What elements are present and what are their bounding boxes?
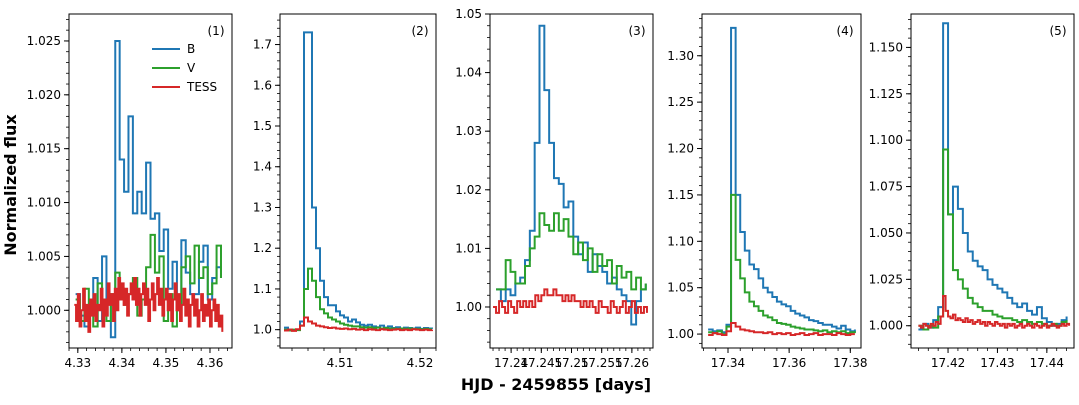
y-tick-label: 1.4 bbox=[253, 160, 272, 174]
panel-2: 1.0 1.1 1.2 1.3 1.4 1.5 1.6 1.7 4.51 4.52 (2) bbox=[253, 13, 437, 370]
y-tick-label: 1.050 bbox=[869, 226, 903, 240]
x-tick-label: 17.36 bbox=[772, 356, 806, 370]
panel-tag: (4) bbox=[837, 24, 854, 38]
y-tick-label: 1.100 bbox=[869, 133, 903, 147]
y-tick-label: 1.2 bbox=[253, 241, 272, 255]
x-tick-label: 17.255 bbox=[581, 356, 623, 370]
y-tick-label: 1.005 bbox=[27, 249, 61, 263]
y-axis-title: Normalized flux bbox=[1, 114, 20, 256]
x-tick-label: 17.42 bbox=[931, 356, 965, 370]
series-line-v-panel-5 bbox=[918, 148, 1068, 331]
y-tick-label: 1.05 bbox=[455, 7, 482, 21]
series-line-tess-panel-1 bbox=[74, 276, 224, 333]
panel-tag: (1) bbox=[208, 24, 225, 38]
y-tick-label: 1.000 bbox=[27, 303, 61, 317]
panel-tag: (5) bbox=[1050, 24, 1067, 38]
y-tick-label: 1.30 bbox=[667, 49, 694, 63]
y-tick-label: 1.00 bbox=[455, 300, 482, 314]
panel-frame-2 bbox=[279, 13, 437, 349]
series-line-tess-panel-2 bbox=[284, 316, 433, 332]
y-tick-label: 1.00 bbox=[667, 327, 694, 341]
x-tick-label: 17.245 bbox=[520, 356, 562, 370]
y-tick-label: 1.5 bbox=[253, 119, 272, 133]
panel-1: 1.000 1.005 1.010 1.015 1.020 1.025 4.33 4.34 4.… bbox=[27, 13, 233, 370]
x-tick-label: 17.38 bbox=[833, 356, 867, 370]
y-tick-label: 1.15 bbox=[667, 188, 694, 202]
x-tick-label: 17.26 bbox=[615, 356, 649, 370]
y-tick-label: 1.150 bbox=[869, 40, 903, 54]
y-tick-label: 1.0 bbox=[253, 323, 272, 337]
y-tick-label: 1.04 bbox=[455, 66, 482, 80]
series-line-b-panel-2 bbox=[284, 31, 433, 332]
y-tick-label: 1.20 bbox=[667, 142, 694, 156]
y-tick-label: 1.05 bbox=[667, 281, 694, 295]
panel-5: 1.000 1.025 1.050 1.075 1.100 1.125 1.150 17.42… bbox=[869, 13, 1075, 370]
series-line-tess-panel-3 bbox=[493, 288, 648, 314]
y-tick-label: 1.025 bbox=[869, 272, 903, 286]
y-tick-label: 1.02 bbox=[455, 183, 482, 197]
x-tick-label: 17.34 bbox=[711, 356, 745, 370]
y-tick-label: 1.010 bbox=[27, 196, 61, 210]
y-tick-label: 1.01 bbox=[455, 241, 482, 255]
series-line-v-panel-2 bbox=[284, 267, 432, 332]
panel-frame-4 bbox=[701, 13, 862, 349]
legend-label-tess: TESS bbox=[186, 80, 217, 94]
y-tick-label: 1.020 bbox=[27, 88, 61, 102]
series-line-tess-panel-4 bbox=[708, 321, 855, 337]
panel-tag: (2) bbox=[412, 24, 429, 38]
legend-label-b: B bbox=[187, 42, 195, 56]
panel-frame-5 bbox=[910, 13, 1075, 349]
y-tick-label: 1.000 bbox=[869, 319, 903, 333]
y-tick-label: 1.025 bbox=[27, 34, 61, 48]
y-tick-label: 1.3 bbox=[253, 200, 272, 214]
x-tick-label: 4.35 bbox=[153, 356, 180, 370]
x-tick-label: 4.51 bbox=[327, 356, 354, 370]
y-tick-label: 1.10 bbox=[667, 234, 694, 248]
y-tick-label: 1.015 bbox=[27, 142, 61, 156]
x-tick-label: 4.34 bbox=[109, 356, 136, 370]
series-line-b-panel-1 bbox=[75, 39, 222, 339]
legend: BV TESS bbox=[152, 42, 217, 94]
y-tick-label: 1.25 bbox=[667, 95, 694, 109]
x-tick-label: 17.43 bbox=[980, 356, 1014, 370]
y-tick-label: 1.6 bbox=[253, 78, 272, 92]
series-line-b-panel-5 bbox=[918, 22, 1068, 331]
series-line-v-panel-1 bbox=[75, 233, 222, 328]
series-line-v-panel-3 bbox=[496, 212, 647, 291]
panel-4: 1.00 1.05 1.10 1.15 1.20 1.25 1.30 17.34 17.36 17… bbox=[667, 13, 867, 370]
y-tick-label: 1.03 bbox=[455, 124, 482, 138]
x-axis-title: HJD - 2459855 [days] bbox=[461, 375, 651, 394]
legend-label-v: V bbox=[187, 61, 196, 75]
x-tick-label: 4.36 bbox=[197, 356, 224, 370]
y-tick-label: 1.125 bbox=[869, 87, 903, 101]
x-tick-label: 17.24 bbox=[494, 356, 528, 370]
x-tick-label: 4.52 bbox=[407, 356, 434, 370]
panel-tag: (3) bbox=[629, 24, 646, 38]
series-line-v-panel-4 bbox=[708, 193, 856, 336]
x-tick-label: 17.44 bbox=[1030, 356, 1064, 370]
series-line-b-panel-4 bbox=[708, 26, 856, 334]
y-tick-label: 1.7 bbox=[253, 38, 272, 52]
x-tick-label: 17.25 bbox=[554, 356, 588, 370]
x-tick-label: 4.33 bbox=[64, 356, 91, 370]
panels-layer: 1.000 1.005 1.010 1.015 1.020 1.025 4.33 4.34 4.… bbox=[27, 7, 1075, 370]
series-line-tess-panel-5 bbox=[918, 295, 1071, 329]
y-tick-label: 1.075 bbox=[869, 180, 903, 194]
series-line-b-panel-3 bbox=[496, 24, 647, 326]
panel-3: 1.001.011.021.031.041.0517.2417.24517.25… bbox=[455, 7, 654, 370]
y-tick-label: 1.1 bbox=[253, 282, 272, 296]
